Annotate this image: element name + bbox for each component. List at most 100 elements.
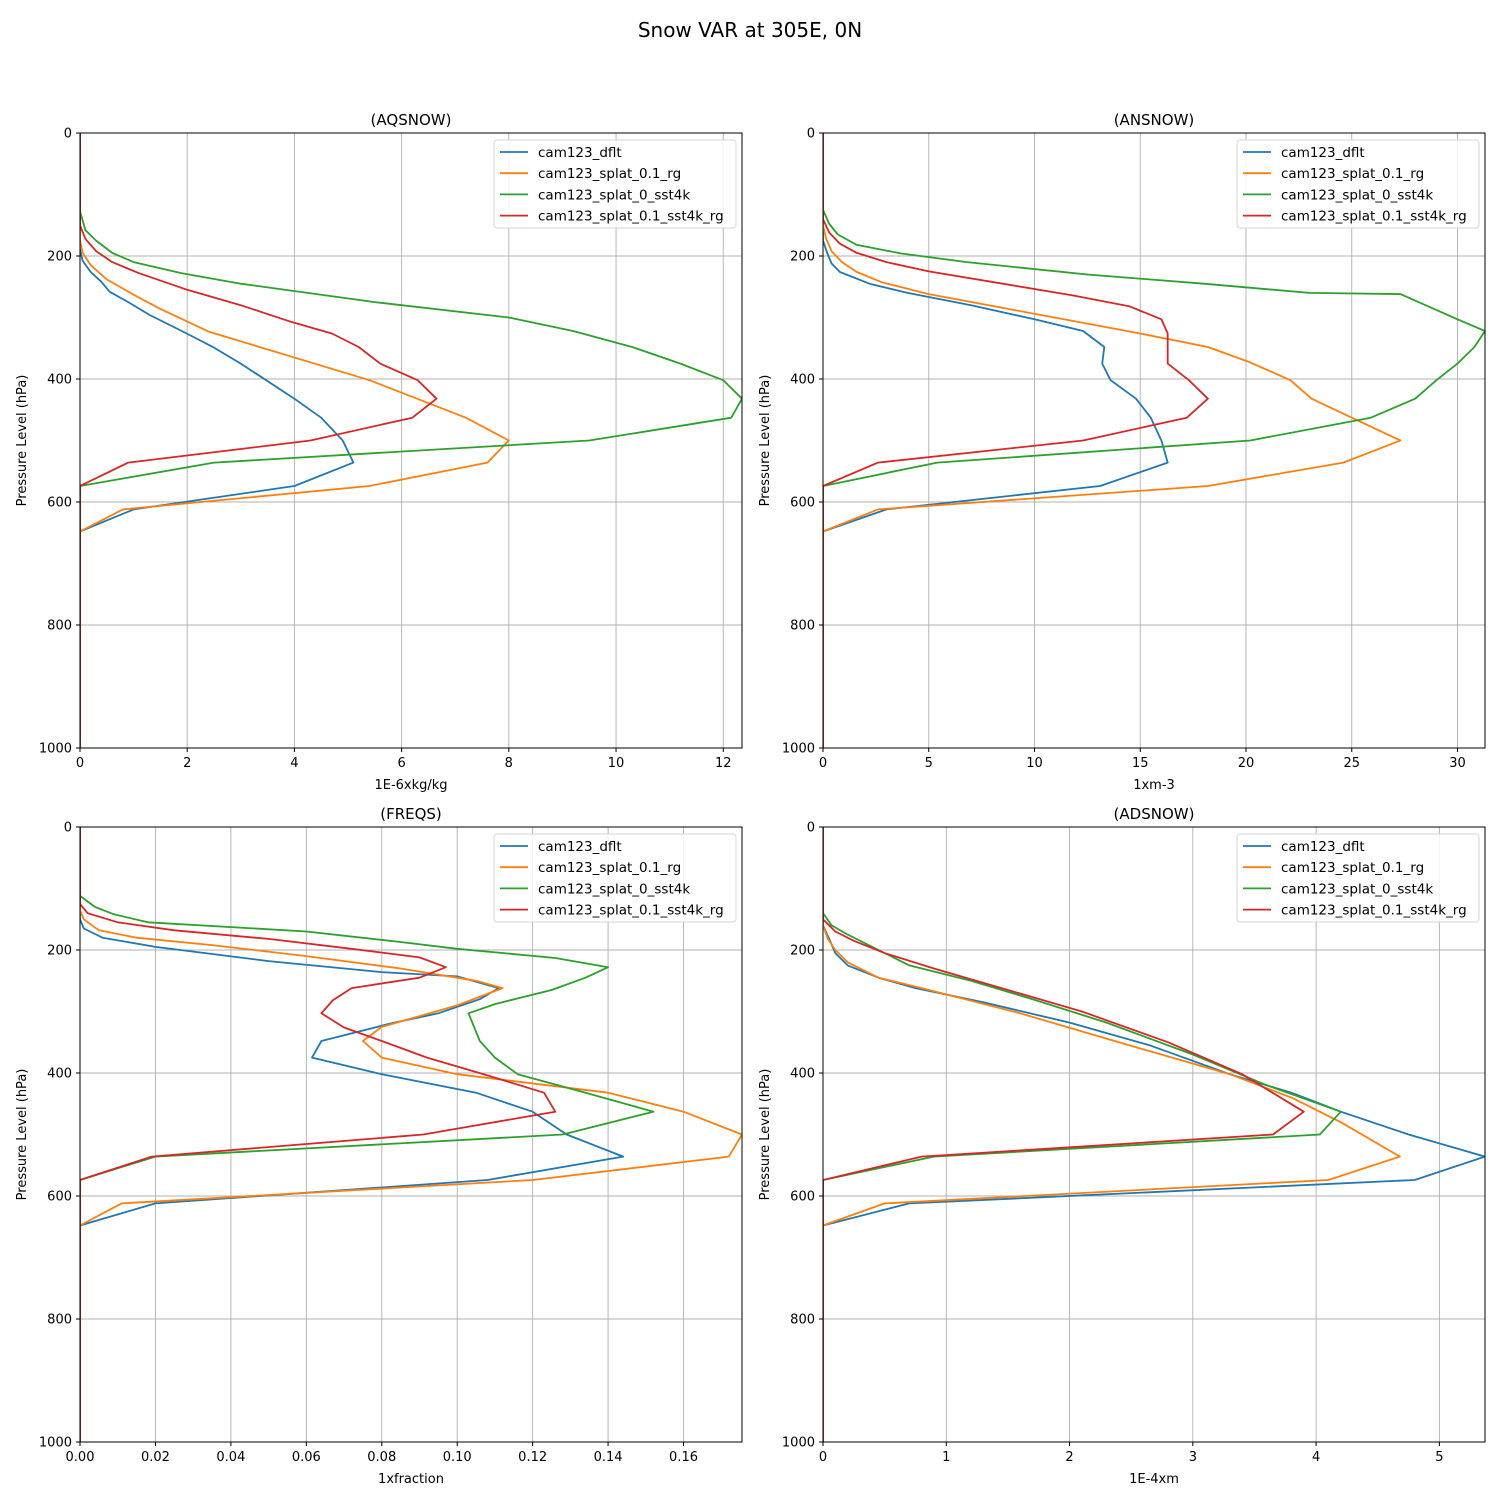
x-tick-label: 5	[925, 756, 933, 771]
y-axis-label: Pressure Level (hPa)	[758, 1069, 773, 1201]
series-line-cam123_splat_0.1_rg	[823, 133, 1402, 748]
x-tick-label: 6	[397, 756, 405, 771]
series-line-cam123_splat_0.1_sst4k_rg	[823, 133, 1209, 748]
x-tick-label: 0.16	[669, 1450, 698, 1465]
legend-label: cam123_splat_0.1_sst4k_rg	[1281, 903, 1467, 919]
y-tick-label: 1000	[39, 1436, 72, 1451]
x-tick-label: 12	[715, 756, 732, 771]
series-group	[823, 133, 1485, 748]
x-tick-label: 0.14	[594, 1450, 623, 1465]
legend-label: cam123_splat_0.1_sst4k_rg	[538, 209, 724, 225]
y-tick-label: 400	[47, 1067, 72, 1082]
legend-label: cam123_splat_0.1_sst4k_rg	[1281, 209, 1467, 225]
y-tick-label: 400	[790, 373, 815, 388]
x-tick-label: 0.00	[66, 1450, 95, 1465]
panel-title: (ADSNOW)	[1114, 805, 1195, 823]
legend-box	[493, 833, 737, 923]
series-line-cam123_splat_0.1_sst4k_rg	[80, 133, 438, 748]
legend-label: cam123_splat_0_sst4k	[538, 187, 690, 203]
y-axis-label: Pressure Level (hPa)	[758, 375, 773, 507]
y-tick-label: 800	[47, 1313, 72, 1328]
x-tick-label: 2	[1065, 1450, 1073, 1465]
legend-label: cam123_splat_0_sst4k	[538, 881, 690, 897]
panel-title: (ANSNOW)	[1114, 111, 1195, 129]
y-tick-label: 400	[790, 1067, 815, 1082]
x-tick-label: 0	[819, 756, 827, 771]
y-tick-label: 200	[790, 944, 815, 959]
x-tick-label: 4	[290, 756, 298, 771]
x-axis-label: 1xfraction	[378, 1472, 444, 1487]
plot-frame	[79, 826, 743, 1443]
x-tick-label: 0.10	[443, 1450, 472, 1465]
series-group	[80, 827, 742, 1442]
series-line-cam123_splat_0.1_rg	[80, 827, 742, 1442]
y-tick-label: 400	[47, 373, 72, 388]
y-tick-label: 1000	[782, 1436, 815, 1451]
panels-container: 0 2 4 6 8 10 1202004006008001000(AQSNOW)1E-6xk…	[15, 111, 1486, 1487]
figure-title: Snow VAR at 305E, 0N	[638, 18, 862, 42]
x-tick-label: 0.04	[216, 1450, 245, 1465]
y-tick-label: 800	[790, 1313, 815, 1328]
y-axis-label: Pressure Level (hPa)	[15, 375, 30, 507]
x-tick-label: 0	[76, 756, 84, 771]
x-tick-label: 0.12	[518, 1450, 547, 1465]
series-line-cam123_dflt	[823, 133, 1169, 748]
y-tick-label: 0	[64, 127, 72, 142]
x-tick-label: 0.02	[141, 1450, 170, 1465]
y-tick-label: 1000	[782, 742, 815, 757]
series-line-cam123_splat_0.1_sst4k_rg	[823, 827, 1305, 1442]
x-tick-label: 1	[942, 1450, 950, 1465]
x-tick-label: 25	[1343, 756, 1360, 771]
y-axis-label: Pressure Level (hPa)	[15, 1069, 30, 1201]
x-tick-label: 30	[1449, 756, 1466, 771]
y-tick-label: 800	[47, 619, 72, 634]
series-line-cam123_splat_0.1_rg	[80, 133, 510, 748]
chart-panel-3: 0.00 0.02 0.04 0.06 0.08 0.10 0.12 0.14 0.16 0 200…	[15, 805, 743, 1487]
legend-label: cam123_splat_0.1_rg	[1281, 860, 1424, 876]
legend-label: cam123_dflt	[538, 145, 622, 161]
series-line-cam123_dflt	[80, 133, 355, 748]
series-line-cam123_dflt	[80, 827, 625, 1442]
y-tick-label: 0	[807, 127, 815, 142]
legend: cam123_dflt cam123_splat_0.1_rg cam123_spl…	[1236, 139, 1480, 229]
x-tick-label: 4	[1312, 1450, 1320, 1465]
legend: cam123_dflt cam123_splat_0.1_rg cam123_spl…	[1236, 833, 1480, 923]
legend: cam123_dflt cam123_splat_0.1_rg cam123_spl…	[493, 139, 737, 229]
legend-label: cam123_splat_0.1_sst4k_rg	[538, 903, 724, 919]
series-line-cam123_splat_0.1_sst4k_rg	[80, 827, 557, 1442]
chart-panel-4: 0 1 2 3 4 5 0 200 400 600 800 1000 (ADSNOW) 1E-4xm Pre…	[758, 805, 1486, 1487]
legend: cam123_dflt cam123_splat_0.1_rg cam123_spl…	[493, 833, 737, 923]
legend-label: cam123_dflt	[538, 839, 622, 855]
chart-panel-1: 0 2 4 6 8 10 12 0 200 400 600 800 1000 (AQSNOW) 1E-6xk…	[15, 111, 743, 793]
x-axis-label: 1xm-3	[1133, 778, 1175, 793]
panel-title: (FREQS)	[380, 805, 442, 823]
y-tick-label: 200	[47, 944, 72, 959]
y-tick-label: 600	[47, 496, 72, 511]
legend-label: cam123_splat_0.1_rg	[1281, 166, 1424, 182]
x-axis-label: 1E-4xm	[1129, 1472, 1179, 1487]
y-tick-label: 600	[790, 1190, 815, 1205]
x-tick-label: 3	[1189, 1450, 1197, 1465]
y-tick-label: 200	[47, 250, 72, 265]
legend-box	[493, 139, 737, 229]
x-axis-label: 1E-6xkg/kg	[374, 778, 447, 793]
panel-title: (AQSNOW)	[371, 111, 452, 129]
y-tick-label: 600	[790, 496, 815, 511]
x-tick-label: 20	[1238, 756, 1255, 771]
y-tick-label: 0	[64, 821, 72, 836]
plot-frame	[822, 826, 1486, 1443]
plot-frame	[79, 132, 743, 749]
x-tick-label: 0	[819, 1450, 827, 1465]
x-tick-label: 5	[1435, 1450, 1443, 1465]
y-tick-label: 200	[790, 250, 815, 265]
plot-frame	[822, 132, 1486, 749]
x-tick-label: 8	[505, 756, 513, 771]
legend-label: cam123_dflt	[1281, 145, 1365, 161]
legend-label: cam123_splat_0_sst4k	[1281, 187, 1433, 203]
series-line-cam123_dflt	[823, 827, 1485, 1442]
series-line-cam123_splat_0_sst4k	[80, 827, 655, 1442]
x-tick-label: 10	[608, 756, 625, 771]
series-line-cam123_splat_0_sst4k	[823, 827, 1342, 1442]
legend-label: cam123_splat_0.1_rg	[538, 860, 681, 876]
